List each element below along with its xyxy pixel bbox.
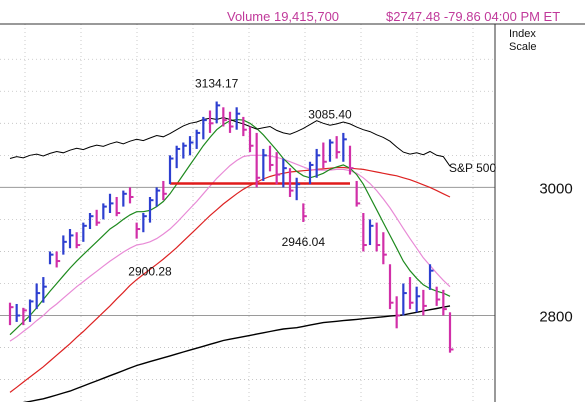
y-axis-ticks: 3000 2800 [539,180,572,325]
price-bar [162,180,167,201]
price-bar [315,148,321,178]
price-bar [182,142,187,159]
price-bar [448,312,454,353]
price-bar [268,145,274,172]
header-bar: Volume 19,415,700 $2747.48 -79.86 04:00 … [0,9,585,25]
price-bar [248,126,254,153]
price-annotation: 3085.40 [308,108,352,122]
price-bar [75,232,81,249]
price-bar [95,209,101,226]
price-bar [228,111,234,133]
gridlines [0,24,495,402]
moving-average-long [22,305,451,402]
price-bar [308,161,314,185]
y-tick-label: 3000 [539,180,572,197]
price-bar [348,145,354,175]
price-bar [415,286,421,313]
price-bar [262,148,267,181]
price-bar [28,299,34,322]
price-bar [368,219,374,246]
price-bar [122,190,127,207]
price-bar [362,213,367,252]
price-bar [282,158,287,188]
price-bar [62,235,67,255]
price-bar [168,155,174,185]
price-bar [435,286,441,306]
price-bar [388,264,394,310]
price-bar [402,283,407,316]
price-bar [242,116,247,137]
price-bar [22,307,27,326]
moving-average-slow [9,166,451,393]
price-bar [195,129,201,149]
price-bars [8,101,454,353]
price-bar [135,222,141,239]
price-bar [408,277,414,310]
price-bar [15,303,21,322]
price-bar [442,289,447,316]
price-bar [115,196,121,217]
price-bar [328,139,334,162]
price-bar [8,302,14,326]
price-bar [428,264,434,290]
price-bar [155,187,161,207]
price-bar [48,251,54,265]
price-bar [55,251,61,268]
price-bar [382,232,387,265]
price-bar [275,152,281,185]
price-bar [142,213,147,233]
moving-averages [9,118,451,402]
price-bar [128,187,134,204]
price-bar [208,110,214,133]
price-bar [395,296,401,329]
price-bar [235,107,241,130]
volume-readout: Volume 19,415,700 [227,9,339,24]
price-bar [108,193,114,213]
price-annotation: 2946.04 [282,235,326,249]
price-bar [342,132,347,162]
y-tick-label: 2800 [539,309,572,326]
price-bar [295,177,301,201]
price-bar [215,101,221,124]
relative-index-label: S&P 500 [449,161,496,175]
moving-average-mid [9,154,451,342]
price-bar [175,145,181,169]
price-bar [68,229,74,249]
price-bar [82,222,87,242]
price-bar [35,283,41,310]
price-bar [322,142,327,169]
price-bar [222,107,227,127]
price-annotations: 3134.17 3085.40 2946.04 2900.28 [128,76,352,278]
price-bar [148,196,154,223]
price-bar [335,136,341,159]
price-bar [102,203,107,220]
price-bar [422,289,427,316]
price-bar [302,203,307,222]
price-annotation: 3134.17 [195,76,239,90]
price-bar [188,136,194,156]
price-bar [88,213,94,230]
price-bar [375,222,381,252]
price-bar [202,116,207,140]
price-bar [42,277,47,303]
price-bar [255,132,261,188]
index-scale-label: Index Scale [509,28,539,53]
price-quote: $2747.48 -79.86 04:00 PM ET [386,9,560,24]
price-bar [288,168,294,197]
price-annotation: 2900.28 [128,264,172,278]
price-bar [355,180,361,207]
